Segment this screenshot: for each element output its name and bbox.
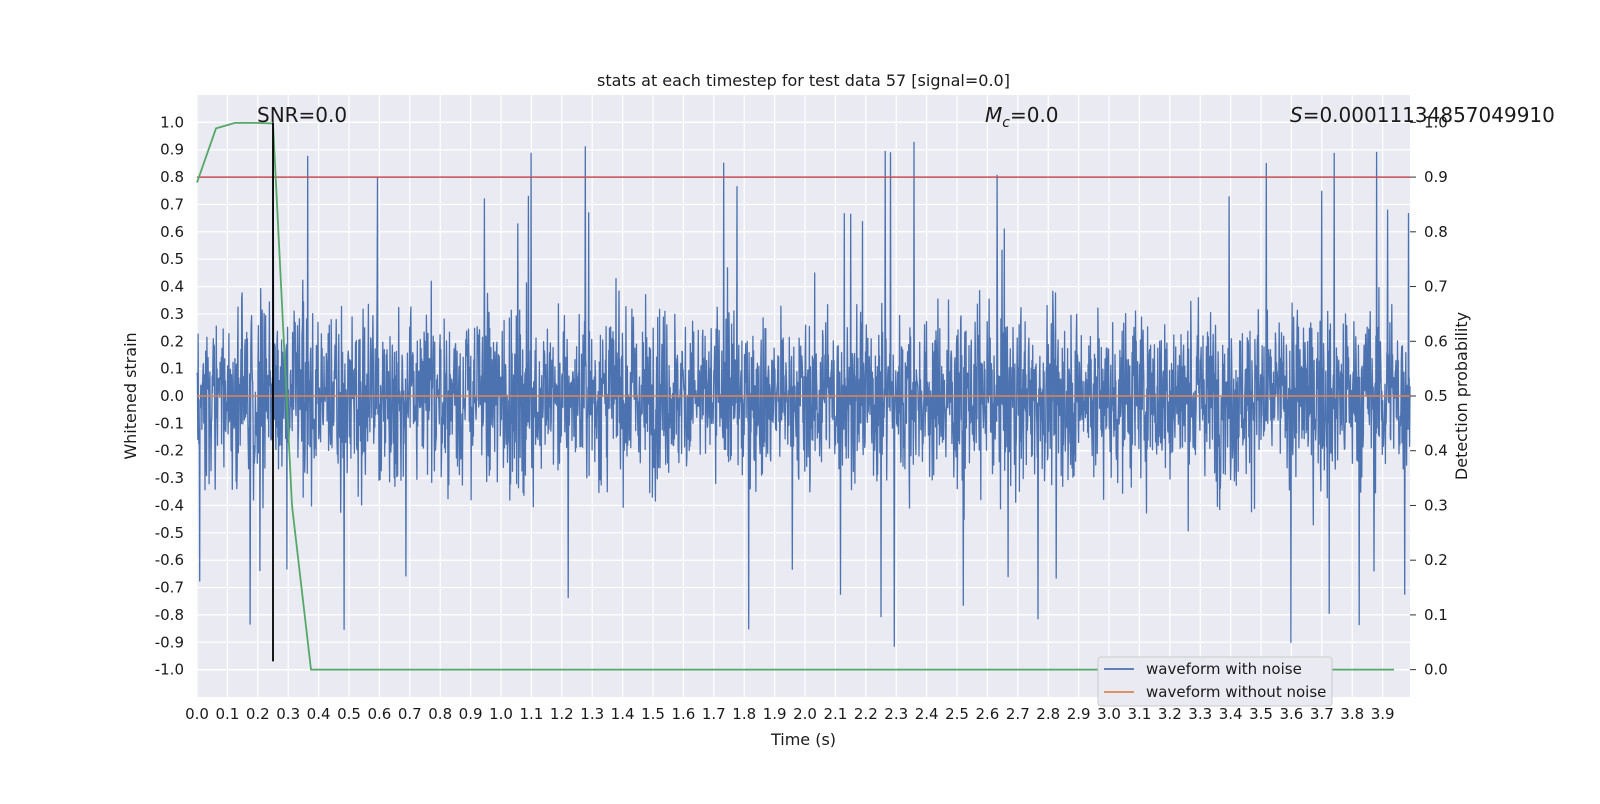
x-tick-label: 0.5 (337, 705, 361, 723)
y-tick-label-right: 0.3 (1424, 496, 1448, 514)
x-tick-label: 2.7 (1006, 705, 1030, 723)
y-tick-label-left: -0.9 (155, 633, 184, 651)
y-tick-label-left: -1.0 (155, 661, 184, 679)
x-tick-label: 2.5 (945, 705, 969, 723)
y-tick-label-left: 0.8 (160, 168, 184, 186)
legend: waveform with noise waveform without noi… (1097, 656, 1333, 707)
x-tick-label: 3.4 (1219, 705, 1243, 723)
x-tick-label: 3.0 (1097, 705, 1121, 723)
series-detection-probability (196, 122, 1394, 671)
annotation-snr: SNR=0.0 (257, 103, 347, 127)
annotation-s: S=0.00011134857049910 (1290, 103, 1555, 127)
y-tick-label-left: -0.8 (155, 606, 184, 624)
y-tick-label-left: -0.1 (155, 414, 184, 432)
y-tick-label-right: 0.9 (1424, 168, 1448, 186)
y-tick-label-right: 0.6 (1424, 332, 1448, 350)
y-tick-label-right: 0.4 (1424, 442, 1448, 460)
chart-title: stats at each timestep for test data 57 … (597, 71, 1010, 90)
series-noisy-waveform (196, 141, 1411, 647)
y-tick-label-left: 0.9 (160, 141, 184, 159)
x-tick-label: 2.6 (975, 705, 999, 723)
x-tick-label: 2.1 (823, 705, 847, 723)
x-tick-label: 2.9 (1067, 705, 1091, 723)
x-tick-label: 1.0 (489, 705, 513, 723)
y-axis-label-right: Detection probability (1452, 312, 1471, 480)
x-tick-label: 0.2 (246, 705, 270, 723)
x-tick-label: 1.8 (732, 705, 756, 723)
annotation-mc-subscript: c (1002, 115, 1010, 131)
x-tick-label: 1.3 (580, 705, 604, 723)
x-tick-label: 0.4 (307, 705, 331, 723)
x-tick-label: 0.8 (428, 705, 452, 723)
x-tick-label: 0.1 (215, 705, 239, 723)
x-tick-label: 2.3 (884, 705, 908, 723)
y-tick-label-left: 0.2 (160, 332, 184, 350)
lines-layer (196, 122, 1410, 671)
y-tick-label-right: 0.5 (1424, 387, 1448, 405)
x-tick-label: 3.7 (1310, 705, 1334, 723)
legend-label-noisy: waveform with noise (1146, 660, 1302, 678)
annotation-mc-value: =0.0 (1010, 103, 1059, 127)
y-tick-label-left: -0.3 (155, 469, 184, 487)
x-tick-label: 0.3 (276, 705, 300, 723)
annotation-s-symbol: S (1290, 103, 1303, 127)
y-tick-label-left: -0.2 (155, 442, 184, 460)
noisy-waveform-layer (196, 141, 1411, 647)
y-tick-label-left: 0.6 (160, 223, 184, 241)
y-tick-label-left: -0.5 (155, 524, 184, 542)
legend-label-clean: waveform without noise (1146, 683, 1326, 701)
y-tick-label-left: 0.1 (160, 360, 184, 378)
y-tick-label-left: -0.6 (155, 551, 184, 569)
x-tick-label: 1.6 (671, 705, 695, 723)
x-tick-label: 3.9 (1371, 705, 1395, 723)
y-axis-label-left: Whitened strain (121, 332, 140, 459)
annotation-chirp-mass: Mc=0.0 (985, 103, 1059, 131)
x-tick-label: 3.2 (1158, 705, 1182, 723)
x-tick-label: 0.7 (398, 705, 422, 723)
x-tick-label: 3.8 (1340, 705, 1364, 723)
x-tick-label: 1.1 (519, 705, 543, 723)
y-tick-label-left: 0.3 (160, 305, 184, 323)
ticks-layer: 0.0 0.1 0.2 0.3 0.4 0.5 0.6 0.7 0.8 0.9 1.0 1.1 1.2 1… (155, 113, 1448, 723)
x-tick-label: 3.3 (1188, 705, 1212, 723)
x-tick-label: 3.1 (1128, 705, 1152, 723)
y-tick-label-right: 0.0 (1424, 661, 1448, 679)
x-tick-label: 1.4 (611, 705, 635, 723)
y-tick-label-left: 1.0 (160, 113, 184, 131)
legend-box (1097, 656, 1333, 707)
x-tick-label: 2.8 (1036, 705, 1060, 723)
y-tick-label-left: 0.0 (160, 387, 184, 405)
x-tick-label: 0.6 (367, 705, 391, 723)
y-tick-label-right: 0.8 (1424, 223, 1448, 241)
y-tick-label-right: 1.0 (1424, 113, 1448, 131)
x-tick-label: 1.5 (641, 705, 665, 723)
x-tick-label: 2.2 (854, 705, 878, 723)
x-tick-label: 0.0 (185, 705, 209, 723)
x-tick-label: 2.4 (915, 705, 939, 723)
y-tick-label-left: -0.4 (155, 496, 184, 514)
x-tick-label: 3.5 (1249, 705, 1273, 723)
x-tick-label: 1.2 (550, 705, 574, 723)
y-tick-label-right: 0.2 (1424, 551, 1448, 569)
y-tick-label-left: -0.7 (155, 579, 184, 597)
y-tick-label-left: 0.5 (160, 250, 184, 268)
y-tick-label-left: 0.4 (160, 278, 184, 296)
annotation-mc-symbol: M (985, 103, 1002, 127)
annotation-s-value: =0.00011134857049910 (1303, 103, 1555, 127)
y-tick-label-right: 0.7 (1424, 278, 1448, 296)
y-tick-label-left: 0.7 (160, 195, 184, 213)
x-tick-label: 1.9 (763, 705, 787, 723)
x-tick-label: 0.9 (459, 705, 483, 723)
y-tick-label-right: 0.1 (1424, 606, 1448, 624)
x-tick-label: 1.7 (702, 705, 726, 723)
x-axis-label: Time (s) (770, 730, 836, 749)
x-tick-label: 2.0 (793, 705, 817, 723)
x-tick-label: 3.6 (1280, 705, 1304, 723)
